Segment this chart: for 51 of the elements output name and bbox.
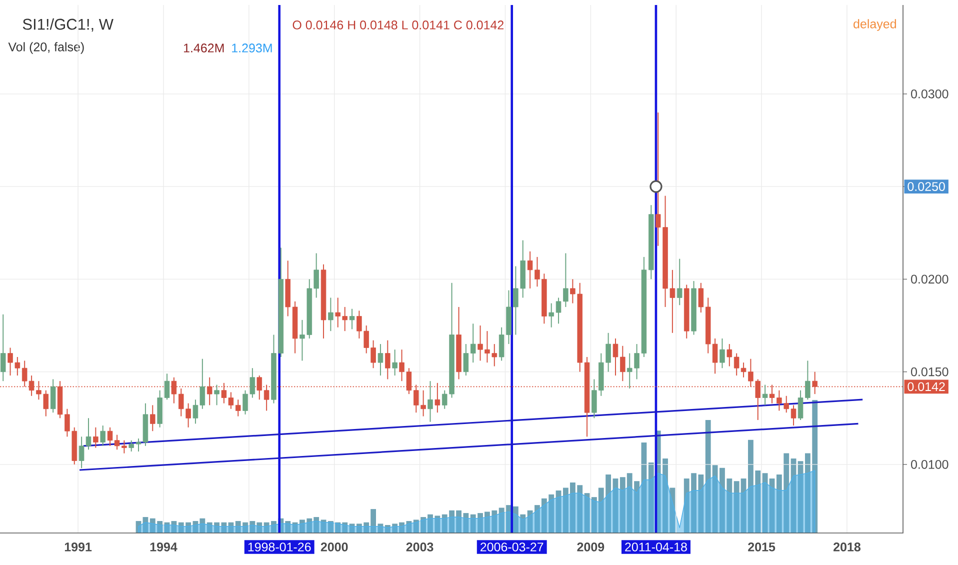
- candlestick: [328, 297, 334, 332]
- x-tick-label: 2018: [834, 542, 860, 552]
- x-tick-label: 2009: [577, 542, 604, 552]
- text: SI1!/GC1!, W: [22, 18, 114, 32]
- candlestick: [235, 399, 241, 417]
- y-tick-label: 0.0200: [911, 274, 948, 284]
- candlestick: [93, 426, 98, 448]
- candlestick: [378, 344, 384, 376]
- text: 0.0250: [908, 182, 945, 191]
- candlestick: [676, 258, 682, 306]
- bar: [641, 442, 647, 533]
- text: O 0.0146 H 0.0148 L 0.0141 C 0.0142: [292, 20, 504, 30]
- x-tick-label: 1994: [150, 542, 178, 552]
- candlestick: [100, 425, 106, 446]
- candlestick: [150, 404, 156, 432]
- candlestick: [385, 340, 390, 380]
- bar: [648, 462, 654, 533]
- candlestick: [720, 338, 725, 369]
- y-tick-label: 0.0100: [911, 460, 948, 469]
- y-tick-label: 0.0300: [911, 89, 948, 98]
- bar: [612, 478, 618, 533]
- candlestick: [463, 344, 469, 376]
- candlestick: [612, 338, 618, 376]
- annotation: 1.462M: [184, 44, 224, 52]
- candlestick: [620, 345, 626, 382]
- candlestick: [470, 323, 476, 364]
- bar: [798, 461, 804, 533]
- candlestick: [349, 308, 355, 330]
- annotation: delayed: [854, 19, 896, 31]
- candlestick: [50, 378, 56, 414]
- candlestick: [214, 384, 220, 406]
- ref-line-label: 0.0142: [908, 382, 945, 392]
- ref-line-label: 2011-04-18: [625, 542, 687, 552]
- candlestick: [0, 314, 6, 382]
- candlestick: [428, 380, 433, 422]
- candlestick: [392, 349, 398, 376]
- y-tick-label: 0.0150: [911, 367, 948, 376]
- x-tick-label: 2015: [748, 542, 776, 552]
- candlestick: [548, 302, 554, 328]
- candlestick: [762, 384, 768, 406]
- chart-title: Vol (20, false): [8, 42, 84, 54]
- ref-line-label: 1998-01-26: [248, 542, 311, 552]
- ref-line-label: 2006-03-27: [480, 542, 544, 552]
- x-tick-label: 1991: [64, 542, 92, 552]
- candlestick: [128, 440, 134, 452]
- x-tick-label: 2000: [320, 542, 348, 552]
- candlestick: [726, 344, 732, 367]
- x-tick-label: 2003: [406, 542, 434, 552]
- candlestick: [790, 404, 796, 426]
- candlestick: [698, 282, 704, 314]
- annotation: 1.293M: [232, 44, 272, 52]
